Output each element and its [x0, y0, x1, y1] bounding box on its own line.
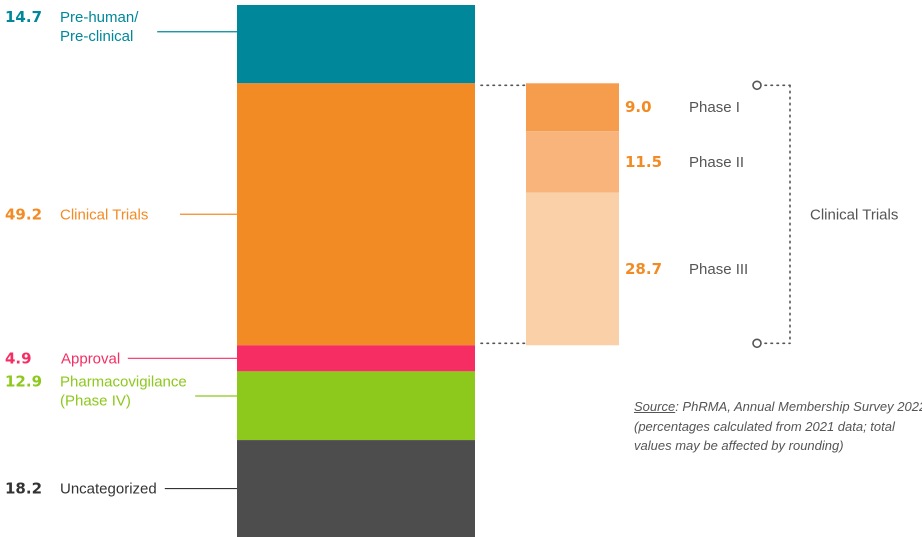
value-label-pre-human: 14.7 — [5, 8, 42, 26]
bracket-bottom-circle — [752, 338, 762, 349]
category-label-pre-human-line2: Pre-clinical — [60, 28, 133, 45]
breakdown-value-phase-iii: 28.7 — [625, 260, 662, 278]
category-label-uncategorized: Uncategorized — [60, 481, 157, 498]
category-label-pharmacovigilance-line2: (Phase IV) — [60, 392, 131, 409]
source-note: Source: PhRMA, Annual Membership Survey … — [634, 397, 922, 456]
source-text: : PhRMA, Annual Membership Survey 2022 (… — [634, 399, 922, 453]
breakdown-label-phase-ii: Phase II — [689, 154, 744, 171]
bar-segment-clinical-trials — [237, 83, 475, 346]
breakdown-segment-phase-i — [526, 83, 619, 132]
breakdown-segment-phase-iii — [526, 192, 619, 346]
value-label-approval: 4.9 — [5, 349, 32, 367]
category-label-pharmacovigilance: Pharmacovigilance — [60, 373, 187, 390]
value-label-clinical-trials: 49.2 — [5, 205, 42, 223]
bar-segment-pre-human — [237, 5, 475, 84]
bar-segment-approval — [237, 345, 475, 372]
bar-segment-pharmacovigilance — [237, 371, 475, 441]
bracket-top-circle — [752, 80, 762, 91]
breakdown-label-phase-iii: Phase III — [689, 261, 748, 278]
source-label: Source — [634, 399, 676, 414]
category-label-approval: Approval — [61, 350, 120, 367]
bar-segment-uncategorized — [237, 440, 475, 537]
category-label-pre-human: Pre-human/ — [60, 9, 139, 26]
breakdown-label-phase-i: Phase I — [689, 99, 740, 116]
category-label-clinical-trials: Clinical Trials — [60, 206, 148, 223]
value-label-uncategorized: 18.2 — [5, 480, 42, 498]
breakdown-value-phase-ii: 11.5 — [625, 153, 662, 171]
breakdown-segment-phase-ii — [526, 131, 619, 193]
value-label-pharmacovigilance: 12.9 — [5, 372, 42, 390]
bracket-label: Clinical Trials — [810, 206, 898, 223]
breakdown-value-phase-i: 9.0 — [625, 98, 652, 116]
